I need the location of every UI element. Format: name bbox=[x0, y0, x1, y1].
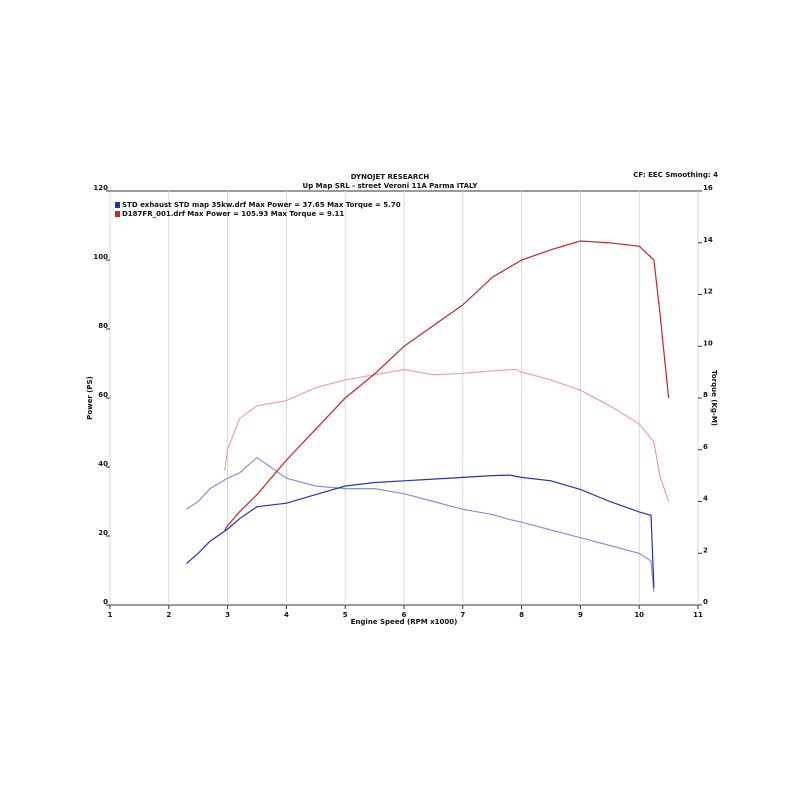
legend-swatch bbox=[115, 202, 120, 208]
y2-tick-label: 10 bbox=[703, 339, 713, 347]
legend-label: D187FR_001.drf Max Power = 105.93 Max To… bbox=[122, 210, 344, 218]
y2-axis-label: Torque (Kg-M) bbox=[710, 370, 718, 426]
y2-tick-label: 16 bbox=[703, 184, 713, 192]
y-tick-label: 20 bbox=[98, 529, 108, 537]
y2-tick-label: 2 bbox=[703, 546, 708, 554]
chart-note: CF: EEC Smoothing: 4 bbox=[633, 171, 718, 179]
x-tick-label: 9 bbox=[578, 611, 583, 619]
x-tick-label: 5 bbox=[343, 611, 348, 619]
torque-line bbox=[186, 456, 655, 593]
y2-tick-label: 14 bbox=[703, 236, 713, 244]
legend-swatch bbox=[115, 211, 120, 217]
y-tick-label: 120 bbox=[93, 184, 108, 192]
legend-label: STD exhaust STD map 35kw.drf Max Power =… bbox=[122, 201, 401, 209]
x-tick-label: 4 bbox=[284, 611, 289, 619]
x-tick-label: 10 bbox=[634, 611, 644, 619]
y2-tick-label: 8 bbox=[703, 391, 708, 399]
power-line bbox=[186, 474, 655, 588]
y-tick-label: 60 bbox=[98, 391, 108, 399]
x-tick-label: 6 bbox=[402, 611, 407, 619]
y-axis-label: Power (PS) bbox=[86, 376, 94, 420]
y-tick-label: 100 bbox=[93, 253, 108, 261]
chart-subtitle: Up Map SRL - street Veroni 11A Parma ITA… bbox=[303, 182, 479, 190]
power-line bbox=[224, 240, 670, 531]
y2-tick-label: 6 bbox=[703, 443, 708, 451]
x-tick-label: 3 bbox=[225, 611, 230, 619]
x-tick-label: 2 bbox=[166, 611, 171, 619]
y2-tick-label: 0 bbox=[703, 598, 708, 606]
x-axis-label: Engine Speed (RPM x1000) bbox=[351, 618, 458, 626]
y2-tick-label: 12 bbox=[703, 288, 713, 296]
x-tick-label: 11 bbox=[693, 611, 703, 619]
y2-tick-label: 4 bbox=[703, 495, 708, 503]
x-tick-label: 7 bbox=[460, 611, 465, 619]
y-tick-label: 40 bbox=[98, 460, 108, 468]
torque-line bbox=[224, 368, 670, 502]
x-tick-label: 1 bbox=[108, 611, 113, 619]
chart-title: DYNOJET RESEARCH bbox=[351, 173, 430, 181]
y-tick-label: 80 bbox=[98, 322, 108, 330]
y-tick-label: 0 bbox=[103, 598, 108, 606]
x-tick-label: 8 bbox=[519, 611, 524, 619]
